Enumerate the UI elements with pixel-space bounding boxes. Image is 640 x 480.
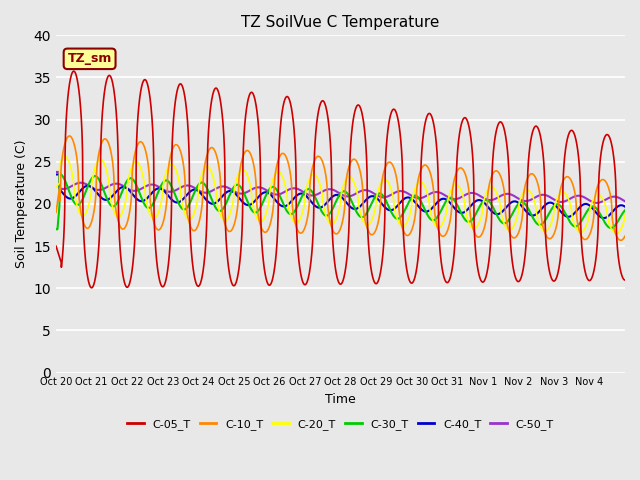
- C-05_T: [420, 125, 428, 131]
- C-30_T: [621, 207, 629, 213]
- C-50_T: [621, 198, 629, 204]
- C-10_T: [621, 233, 629, 239]
- Line: C-30_T: C-30_T: [56, 174, 625, 229]
- C-05_T: [70, 68, 77, 74]
- C-50_T: [593, 200, 601, 206]
- C-40_T: [52, 171, 60, 177]
- C-20_T: [473, 224, 481, 230]
- C-50_T: [420, 194, 428, 200]
- C-30_T: [420, 205, 428, 211]
- C-30_T: [473, 209, 481, 215]
- C-50_T: [431, 189, 439, 195]
- C-20_T: [498, 213, 506, 219]
- C-05_T: [473, 259, 481, 265]
- C-30_T: [56, 171, 63, 177]
- C-30_T: [432, 216, 440, 222]
- C-50_T: [52, 169, 60, 175]
- C-10_T: [420, 162, 428, 168]
- C-20_T: [621, 212, 629, 218]
- C-05_T: [52, 243, 60, 249]
- Line: C-50_T: C-50_T: [56, 172, 625, 203]
- Text: TZ_sm: TZ_sm: [67, 52, 112, 65]
- C-30_T: [498, 219, 506, 225]
- Line: C-10_T: C-10_T: [56, 136, 625, 240]
- C-50_T: [489, 197, 497, 203]
- C-10_T: [65, 133, 73, 139]
- C-20_T: [432, 223, 440, 228]
- C-20_T: [150, 215, 158, 221]
- Line: C-40_T: C-40_T: [56, 174, 625, 218]
- Title: TZ SoilVue C Temperature: TZ SoilVue C Temperature: [241, 15, 440, 30]
- C-40_T: [473, 198, 481, 204]
- C-05_T: [432, 135, 440, 141]
- C-30_T: [150, 199, 158, 204]
- C-10_T: [432, 216, 440, 222]
- C-05_T: [490, 149, 497, 155]
- C-40_T: [420, 208, 428, 214]
- X-axis label: Time: Time: [325, 393, 356, 406]
- C-30_T: [52, 227, 60, 232]
- Line: C-20_T: C-20_T: [56, 156, 625, 233]
- C-10_T: [473, 233, 481, 239]
- C-40_T: [431, 202, 439, 207]
- Line: C-05_T: C-05_T: [56, 71, 625, 288]
- C-05_T: [498, 120, 506, 126]
- C-10_T: [490, 170, 497, 176]
- C-05_T: [88, 285, 95, 291]
- C-40_T: [600, 215, 607, 221]
- C-20_T: [420, 182, 428, 188]
- C-20_T: [52, 184, 60, 190]
- C-40_T: [150, 188, 158, 193]
- C-20_T: [612, 230, 620, 236]
- C-40_T: [621, 204, 629, 210]
- C-05_T: [621, 277, 629, 283]
- C-10_T: [150, 220, 158, 226]
- C-50_T: [473, 191, 481, 197]
- C-40_T: [489, 210, 497, 216]
- C-50_T: [150, 182, 158, 188]
- C-10_T: [498, 177, 506, 182]
- C-40_T: [498, 209, 506, 215]
- C-10_T: [617, 238, 625, 243]
- Y-axis label: Soil Temperature (C): Soil Temperature (C): [15, 140, 28, 268]
- C-20_T: [61, 154, 68, 159]
- C-50_T: [498, 192, 506, 198]
- C-10_T: [52, 210, 60, 216]
- Legend: C-05_T, C-10_T, C-20_T, C-30_T, C-40_T, C-50_T: C-05_T, C-10_T, C-20_T, C-30_T, C-40_T, …: [123, 415, 558, 434]
- C-30_T: [490, 205, 497, 211]
- C-20_T: [490, 185, 497, 191]
- C-05_T: [150, 219, 158, 225]
